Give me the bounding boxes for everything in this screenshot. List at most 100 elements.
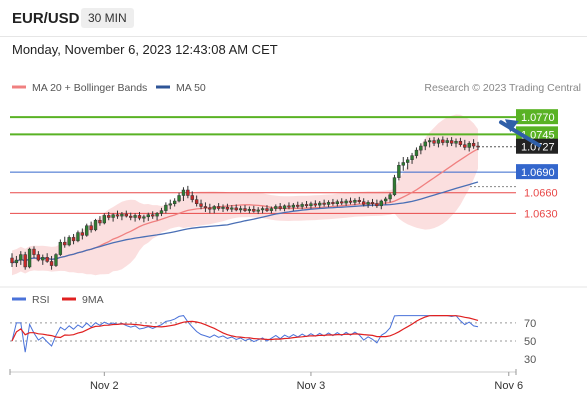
- bollinger-band-fill: [12, 114, 478, 276]
- candle-up-body: [274, 206, 278, 209]
- candle: [287, 202, 291, 210]
- candle: [98, 216, 102, 226]
- candle: [124, 210, 128, 218]
- pivot-tag: [516, 164, 558, 180]
- candle: [49, 255, 54, 270]
- candle: [331, 198, 335, 206]
- rsi-ma-legend-label: 9MA: [82, 294, 104, 306]
- candle: [278, 203, 282, 211]
- candle: [23, 251, 27, 270]
- candle-down-body: [348, 200, 353, 203]
- candle-up-body: [318, 202, 322, 206]
- candle-up-body: [164, 204, 168, 211]
- candle: [85, 223, 89, 237]
- candle-up-body: [67, 237, 71, 246]
- candle: [340, 198, 344, 206]
- candle: [335, 199, 339, 207]
- candle-down-body: [296, 204, 300, 207]
- candle-down-body: [441, 139, 445, 143]
- candle-down-body: [208, 207, 212, 210]
- forecast-arrow: [499, 119, 542, 148]
- candle: [436, 137, 441, 148]
- candle: [168, 199, 172, 210]
- candle: [186, 185, 190, 199]
- candle: [265, 205, 269, 212]
- candle-up-body: [142, 216, 146, 219]
- candle: [194, 195, 199, 207]
- candle-down-body: [71, 237, 76, 242]
- candle: [146, 212, 150, 221]
- candle-down-body: [203, 206, 208, 209]
- candle: [269, 206, 274, 214]
- candle-up-body: [366, 202, 370, 205]
- timeframe-badge[interactable]: 30 MIN: [81, 8, 134, 28]
- chart-timestamp: Monday, November 6, 2023 12:43:08 AM CET: [12, 42, 278, 57]
- candle-up-body: [221, 206, 225, 209]
- candle-up-body: [93, 219, 98, 231]
- candle-down-body: [36, 254, 41, 261]
- candle-down-body: [23, 254, 27, 268]
- candle-up-body: [454, 140, 458, 144]
- candle-down-body: [458, 140, 463, 145]
- candle: [318, 200, 322, 208]
- candle-up-body: [379, 200, 383, 207]
- candle: [362, 198, 366, 207]
- candle-down-body: [265, 208, 269, 211]
- candle-down-body: [186, 189, 190, 196]
- candle: [388, 192, 392, 203]
- rsi-level-label: 30: [524, 354, 536, 366]
- candle-down-body: [287, 205, 291, 208]
- candle: [467, 141, 471, 152]
- candle: [221, 204, 225, 212]
- candle: [313, 200, 318, 208]
- candle: [120, 211, 124, 221]
- candle-down-body: [98, 219, 102, 224]
- candle: [164, 202, 168, 214]
- header-divider: [0, 36, 587, 37]
- time-tick-label: Nov 6: [494, 380, 523, 392]
- candle-up-body: [177, 195, 181, 202]
- candle: [172, 198, 177, 207]
- candle-up-body: [168, 203, 172, 206]
- candle: [370, 198, 375, 207]
- candle: [476, 141, 480, 151]
- candle-up-body: [397, 165, 401, 178]
- candle: [392, 174, 397, 197]
- main-legend: MA 20 + Bollinger Bands MA 50 Research ©…: [12, 82, 581, 94]
- candle: [225, 203, 230, 212]
- candle-down-body: [449, 140, 454, 144]
- candle: [423, 139, 427, 151]
- candle: [67, 235, 71, 247]
- candle: [27, 247, 32, 269]
- candle: [41, 254, 45, 265]
- candle-up-body: [427, 140, 432, 143]
- candle-up-body: [423, 141, 427, 147]
- candle: [449, 137, 454, 147]
- rsi-legend: RSI 9MA: [12, 294, 104, 306]
- forecast-arrow-shaft: [499, 120, 542, 148]
- candle: [159, 207, 164, 217]
- candle: [181, 187, 186, 201]
- candle: [230, 205, 234, 212]
- candle-up-body: [111, 214, 115, 218]
- candle-up-body: [405, 159, 410, 163]
- candle-up-body: [269, 208, 274, 211]
- candle-up-body: [230, 207, 234, 210]
- candle-down-body: [234, 207, 238, 211]
- candle-up-body: [384, 198, 388, 202]
- candle: [208, 203, 212, 214]
- candle-down-body: [10, 257, 14, 264]
- candle: [419, 143, 423, 155]
- moving-averages: [11, 148, 479, 264]
- candle: [401, 157, 405, 171]
- bollinger-bands: [12, 114, 478, 276]
- ma20-legend-label: MA 20 + Bollinger Bands: [32, 82, 147, 94]
- candle-down-body: [89, 225, 93, 231]
- candle-down-body: [80, 232, 85, 236]
- candle: [155, 211, 159, 221]
- candle: [304, 200, 309, 208]
- candle: [93, 218, 98, 232]
- candle-down-body: [313, 203, 318, 206]
- time-axis: Nov 2 Nov 3 Nov 6: [9, 369, 523, 392]
